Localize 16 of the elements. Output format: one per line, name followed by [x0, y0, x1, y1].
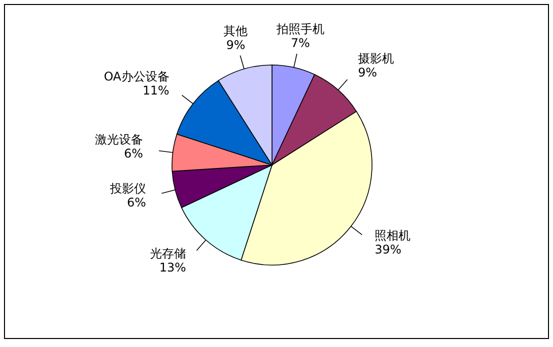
slice-label: OA办公设备 — [104, 69, 170, 84]
data-label: 39% — [374, 242, 402, 257]
slice-label: 光存储 — [150, 246, 186, 261]
data-label: 11% — [142, 83, 170, 98]
slice-label: 照相机 — [374, 228, 411, 243]
legend-label: 投影仪 — [109, 181, 146, 196]
data-label: 13% — [159, 260, 186, 275]
data-label: 6% — [127, 195, 146, 210]
data-label: 9% — [358, 65, 378, 80]
data-label: 6% — [124, 146, 144, 161]
data-label: 7% — [290, 36, 310, 50]
data-label: 9% — [226, 38, 246, 52]
slice-label: 摄影机 — [358, 51, 394, 66]
slice-label: 其他 — [224, 24, 248, 38]
slice-label: 激光设备 — [95, 132, 144, 147]
slice-label: 拍照手机 — [275, 22, 324, 36]
